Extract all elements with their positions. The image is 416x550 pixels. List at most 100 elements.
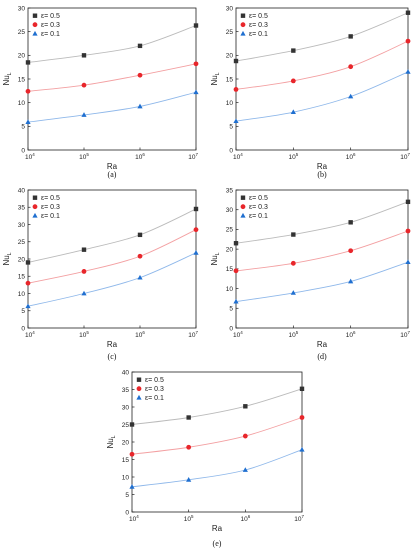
y-tick-label: 25 xyxy=(226,227,234,234)
y-tick-label: 25 xyxy=(122,422,130,429)
data-point-circle xyxy=(186,444,192,450)
legend-label: ε= 0.5 xyxy=(145,377,164,384)
x-tick-label: 106 xyxy=(135,152,145,161)
series-line xyxy=(27,91,197,123)
data-point-triangle xyxy=(405,259,411,265)
x-axis-title: Ra xyxy=(317,162,328,171)
y-tick-label: 40 xyxy=(18,187,26,194)
y-tick-label: 0 xyxy=(21,147,25,154)
data-point-circle xyxy=(299,415,305,420)
series-2 xyxy=(25,212,199,309)
y-tick-label: 30 xyxy=(122,404,130,411)
data-point-triangle xyxy=(348,93,354,99)
y-axis-title-base: Nu xyxy=(210,255,219,265)
series-1 xyxy=(233,22,411,92)
series-1 xyxy=(25,22,199,94)
data-point-square xyxy=(81,53,87,58)
data-point-triangle xyxy=(25,303,31,309)
data-point-triangle xyxy=(136,394,142,400)
x-tick-base: 10 xyxy=(184,516,192,523)
x-tick-exponent: 4 xyxy=(240,152,243,157)
data-point-triangle xyxy=(233,298,239,304)
y-tick-label: 30 xyxy=(18,5,26,12)
legend-label: ε= 0.5 xyxy=(41,195,60,202)
x-tick-label: 105 xyxy=(79,330,89,339)
data-point-circle xyxy=(25,88,31,94)
x-tick-base: 10 xyxy=(346,332,354,339)
x-tick-exponent: 4 xyxy=(136,514,139,519)
series-2 xyxy=(233,30,411,124)
series-line xyxy=(131,388,303,425)
data-point-triangle xyxy=(25,119,31,124)
series-line xyxy=(27,229,197,284)
data-point-square xyxy=(291,232,296,237)
data-point-triangle xyxy=(290,109,296,115)
y-axis-title-subscript: L xyxy=(111,435,117,438)
data-point-square xyxy=(32,13,38,18)
data-point-triangle xyxy=(193,89,199,95)
y-tick-label: 10 xyxy=(226,100,234,107)
data-point-triangle xyxy=(129,484,135,489)
x-tick-base: 10 xyxy=(135,332,143,339)
x-tick-exponent: 6 xyxy=(248,514,251,519)
plot-frame xyxy=(27,7,197,151)
legend-label: ε= 0.5 xyxy=(249,13,268,20)
series-2 xyxy=(25,30,199,124)
y-tick-label: 35 xyxy=(226,187,234,194)
series-2 xyxy=(233,212,411,304)
y-tick-label: 25 xyxy=(18,29,26,36)
y-tick-label: 20 xyxy=(122,439,130,446)
data-point-circle xyxy=(290,78,296,84)
panel-label: (d) xyxy=(317,352,327,361)
y-axis-title: NuL xyxy=(210,72,221,85)
data-point-circle xyxy=(25,280,31,286)
series-0 xyxy=(25,195,199,265)
x-tick-label: 107 xyxy=(188,152,198,161)
y-axis-title: NuL xyxy=(2,252,13,265)
series-2 xyxy=(129,394,305,489)
y-axis-title-subscript: L xyxy=(7,72,13,75)
x-tick-base: 10 xyxy=(188,332,196,339)
data-point-triangle xyxy=(193,249,199,255)
x-tick-label: 106 xyxy=(346,152,356,161)
data-point-circle xyxy=(193,227,199,233)
data-point-circle xyxy=(129,451,135,457)
y-tick-label: 0 xyxy=(21,325,25,332)
y-axis-title-subscript: L xyxy=(215,72,221,75)
x-tick-label: 106 xyxy=(346,330,356,339)
data-point-square xyxy=(137,232,143,238)
y-tick-label: 35 xyxy=(122,387,130,394)
x-axis-title: Ra xyxy=(212,524,223,533)
x-tick-base: 10 xyxy=(129,516,137,523)
legend-label: ε= 0.1 xyxy=(145,395,164,402)
x-tick-exponent: 7 xyxy=(407,330,410,335)
y-tick-label: 15 xyxy=(18,76,26,83)
x-tick-label: 104 xyxy=(25,152,35,161)
data-point-triangle xyxy=(186,477,192,482)
legend-label: ε= 0.3 xyxy=(249,22,268,29)
x-tick-label: 104 xyxy=(233,152,243,161)
data-point-square xyxy=(240,195,246,200)
x-tick-exponent: 7 xyxy=(301,514,304,519)
x-tick-base: 10 xyxy=(294,516,302,523)
series-line xyxy=(235,230,409,272)
series-line xyxy=(131,417,303,455)
y-tick-label: 5 xyxy=(21,308,25,315)
y-tick-label: 5 xyxy=(229,306,233,313)
x-tick-label: 104 xyxy=(233,330,243,339)
data-point-circle xyxy=(348,248,354,254)
y-tick-label: 20 xyxy=(226,53,234,60)
x-tick-exponent: 6 xyxy=(353,330,356,335)
y-tick-label: 5 xyxy=(125,492,129,499)
y-tick-label: 10 xyxy=(18,100,26,107)
series-1 xyxy=(129,386,305,457)
y-tick-label: 35 xyxy=(18,205,26,212)
x-tick-label: 107 xyxy=(294,514,304,523)
y-tick-label: 10 xyxy=(18,291,26,298)
data-point-square xyxy=(186,415,191,420)
y-tick-label: 10 xyxy=(122,474,130,481)
